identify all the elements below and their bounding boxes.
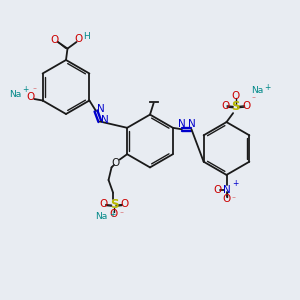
Text: O: O [213,185,222,195]
Text: ⁻: ⁻ [120,209,124,218]
Text: +: + [264,83,270,92]
Text: ⁻: ⁻ [251,94,255,103]
Text: N: N [188,119,195,129]
Text: O: O [112,158,120,168]
Text: O: O [51,34,59,45]
Text: N: N [223,185,230,195]
Text: ⁻: ⁻ [32,85,36,94]
Text: O: O [99,199,108,209]
Text: H: H [83,32,89,41]
Text: O: O [110,208,118,219]
Text: O: O [120,199,129,209]
Text: +: + [232,179,238,188]
Text: S: S [231,100,240,113]
Text: O: O [222,194,231,204]
Text: +: + [22,85,28,94]
Text: +: + [110,210,116,219]
Text: Na: Na [9,90,21,99]
Text: N: N [178,119,186,129]
Text: N: N [97,104,104,115]
Text: O: O [221,100,229,111]
Text: O: O [231,91,240,101]
Text: Na: Na [95,212,108,221]
Text: O: O [75,34,83,44]
Text: S: S [110,198,118,211]
Text: N: N [100,115,108,125]
Text: O: O [26,92,34,102]
Text: ⁻: ⁻ [232,194,236,203]
Text: Na: Na [251,86,263,95]
Text: O: O [243,100,251,111]
